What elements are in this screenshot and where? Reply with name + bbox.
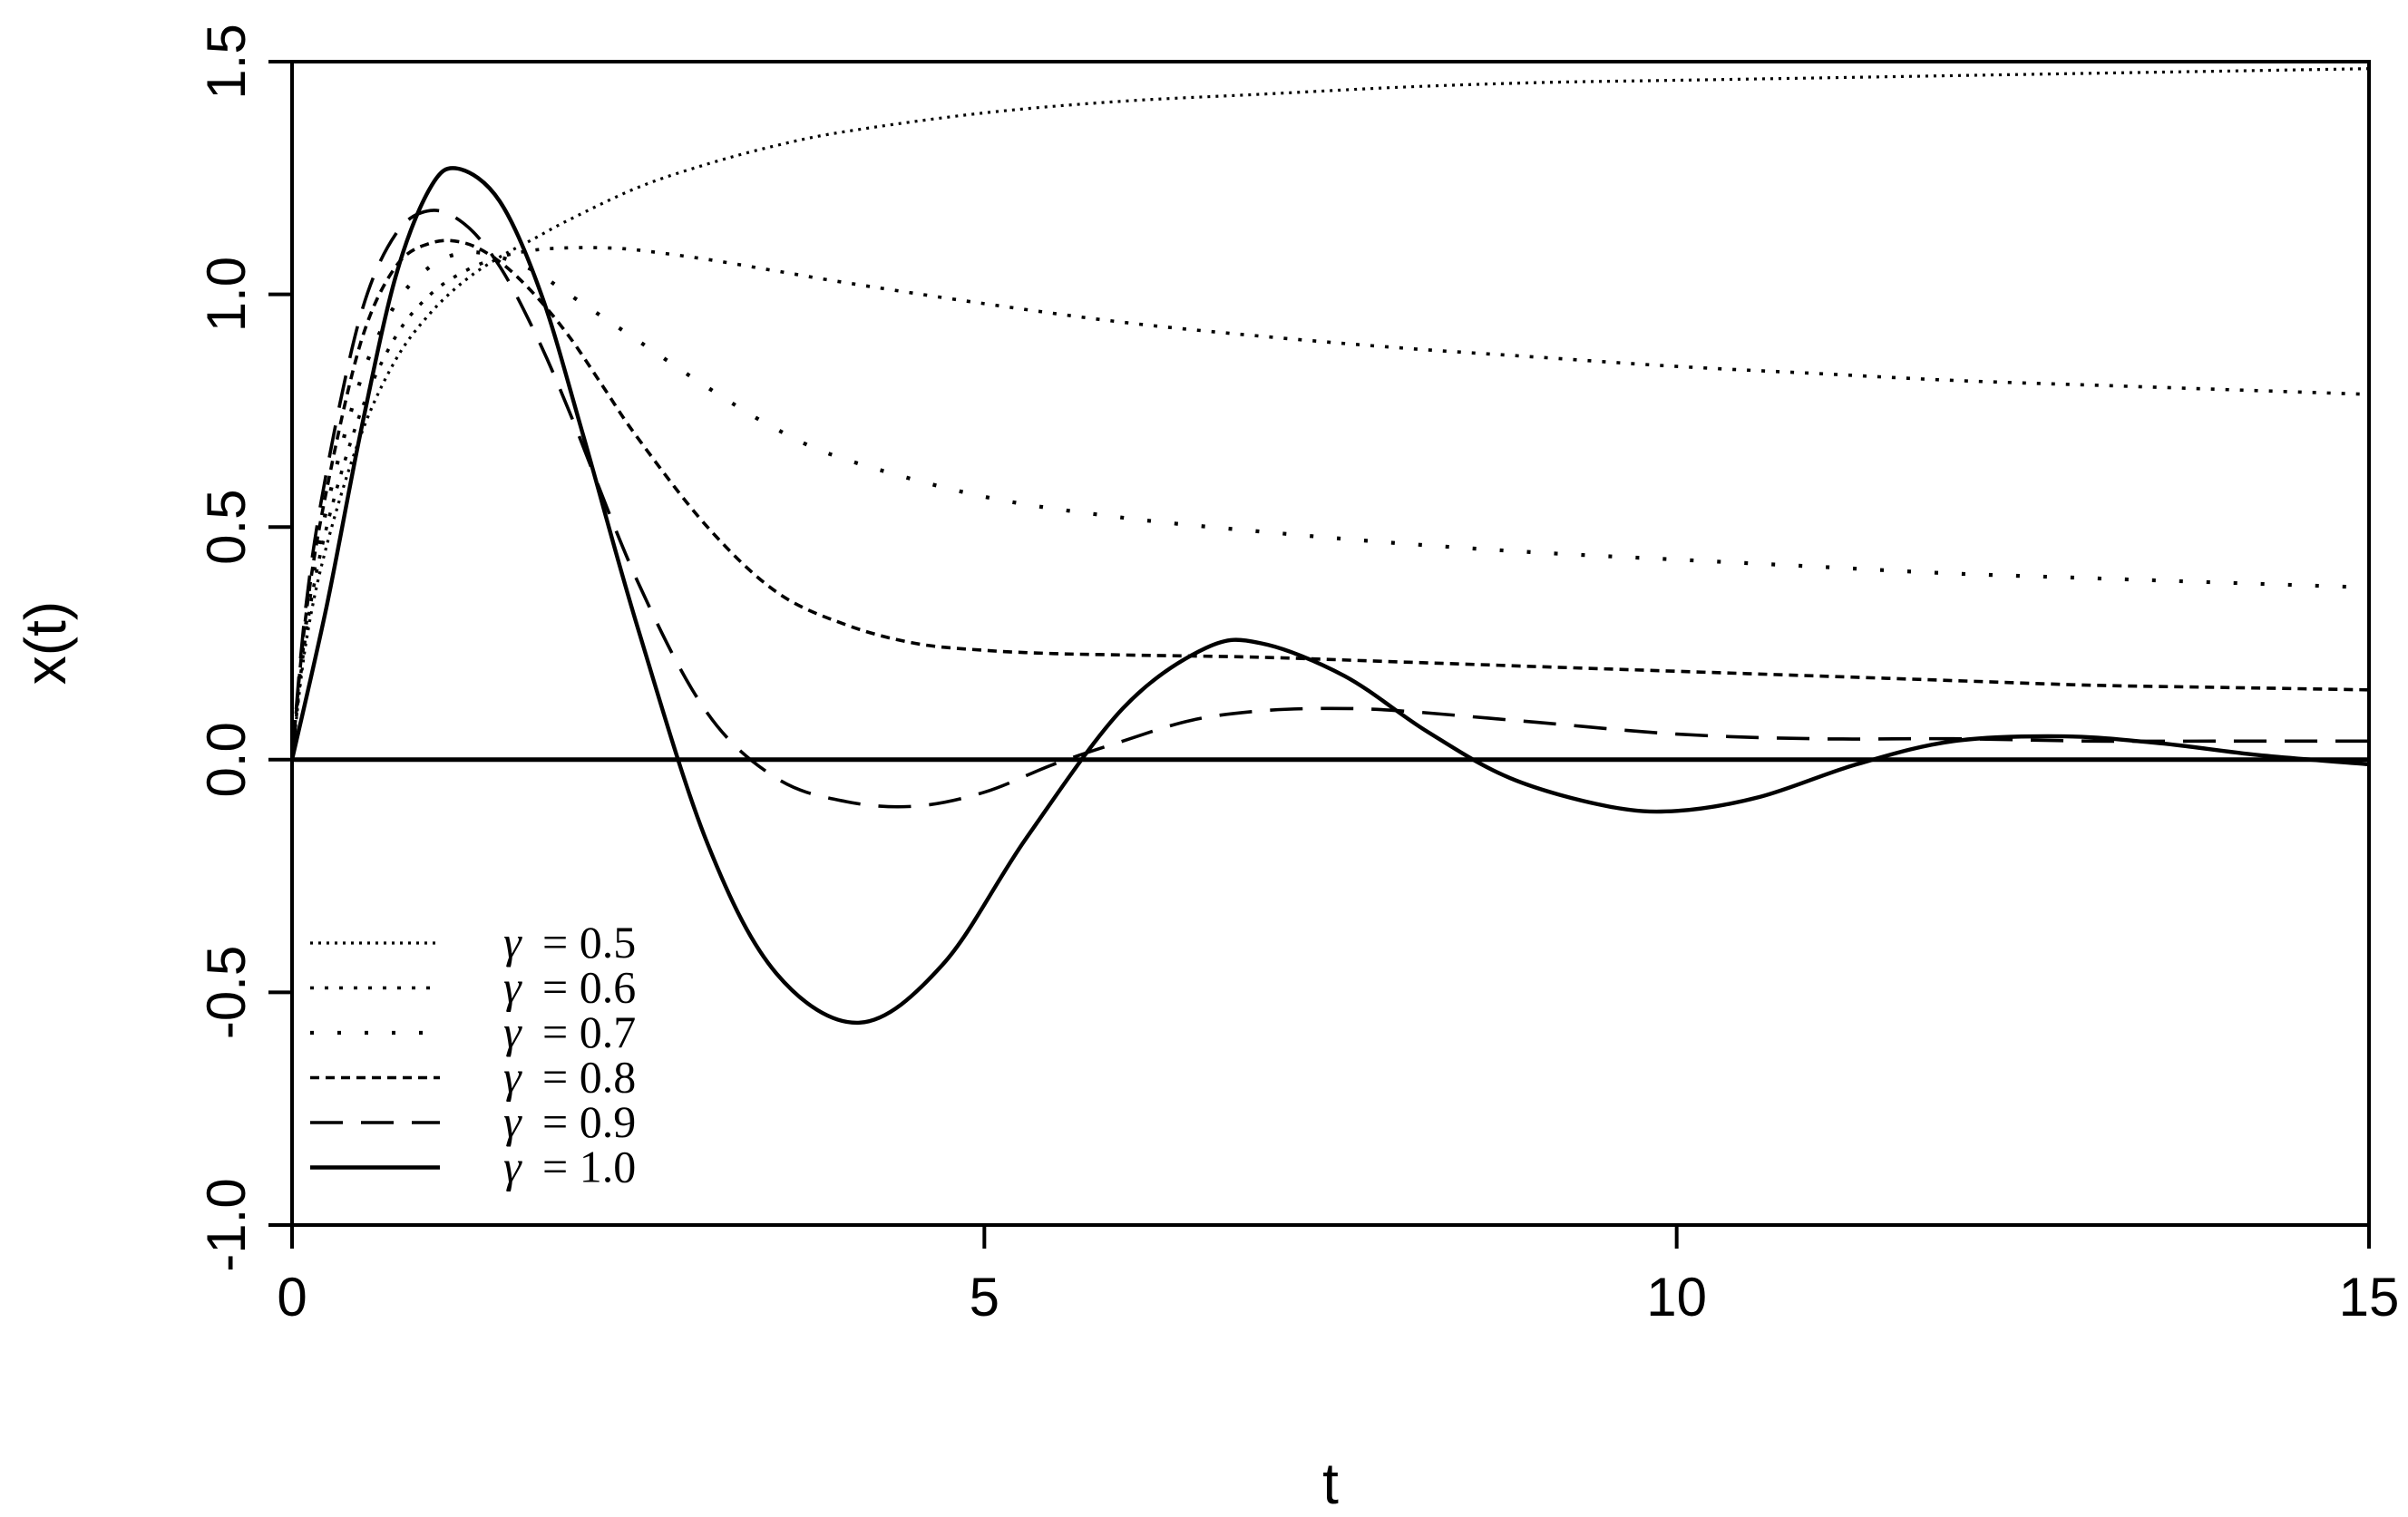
x-tick-label: 15 — [2339, 1267, 2400, 1327]
series-line-0 — [290, 67, 2370, 760]
legend: γ = 0.5 γ = 0.6 γ = 0.7 γ = 0.8 γ = 0.9 γ = 1.0 — [310, 917, 636, 1192]
legend-symbol: γ — [503, 1142, 522, 1192]
legend-symbol: γ — [503, 962, 522, 1013]
y-tick-label: 1.0 — [196, 257, 257, 332]
x-axis-title: t — [1322, 1451, 1339, 1516]
y-tick-label: 1.5 — [196, 24, 257, 99]
plot-frame — [290, 60, 2371, 1227]
series-line-5 — [289, 166, 2370, 1026]
legend-label: = 0.6 — [542, 962, 636, 1013]
legend-label: = 0.7 — [542, 1006, 636, 1057]
y-tick-label: -0.5 — [196, 946, 257, 1039]
legend-label: = 0.9 — [542, 1096, 636, 1147]
y-tick-label: 0.0 — [196, 722, 257, 797]
legend-label: = 1.0 — [542, 1142, 636, 1192]
series-layer — [289, 67, 2370, 1026]
legend-symbol: γ — [503, 917, 522, 968]
y-tick-label: 0.5 — [196, 489, 257, 564]
x-tick-label: 10 — [1646, 1267, 1707, 1327]
y-tick-label: -1.0 — [196, 1178, 257, 1271]
x-tick-label: 5 — [970, 1267, 999, 1327]
legend-label: = 0.5 — [542, 917, 636, 968]
legend-label: = 0.8 — [542, 1052, 636, 1103]
legend-symbol: γ — [503, 1096, 522, 1147]
x-axis: 0 5 10 15 — [277, 1225, 2399, 1327]
y-axis: -1.0 -0.5 0.0 0.5 1.0 1.5 — [196, 24, 292, 1272]
legend-symbol: γ — [503, 1052, 522, 1103]
y-axis-title: x(t) — [13, 601, 78, 685]
legend-symbol: γ — [503, 1006, 522, 1057]
x-tick-label: 0 — [277, 1267, 307, 1327]
